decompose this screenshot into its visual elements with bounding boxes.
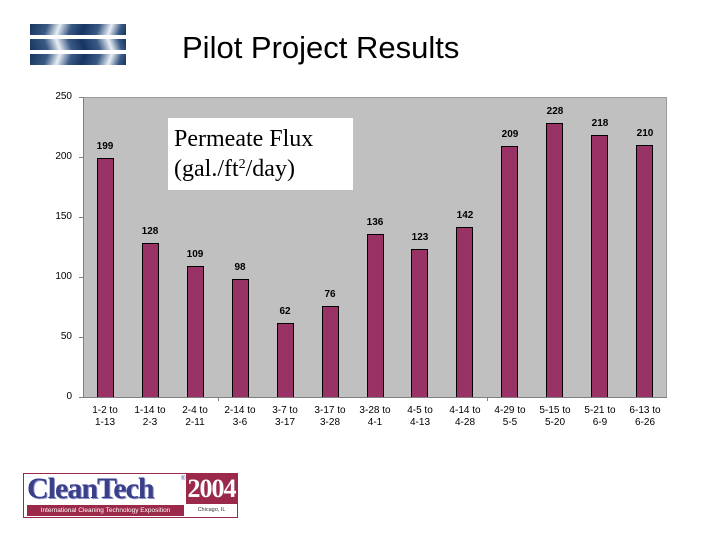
series-label-line1: Permeate Flux	[174, 126, 314, 152]
y-tick-mark	[79, 337, 83, 338]
y-tick-mark	[79, 157, 83, 158]
x-tick-label-line: 3-17	[274, 417, 295, 428]
y-tick-label: 0	[66, 391, 72, 402]
bar-value-label: 199	[96, 141, 114, 152]
registered-mark: ®	[181, 476, 186, 482]
x-tick-label-line: 5-20	[544, 417, 565, 428]
logo-stripe-top	[30, 24, 126, 35]
x-tick-label-line: 4-14 to	[449, 405, 481, 416]
x-tick-label-line: 3-7 to	[272, 405, 298, 416]
x-axis	[83, 397, 667, 398]
x-tick-label-line: 3-28	[319, 417, 340, 428]
x-tick-label-line: 1-14 to	[134, 405, 166, 416]
x-tick-label-line: 6-26	[634, 417, 655, 428]
y-tick-label: 150	[55, 211, 72, 222]
cleantech-location: Chicago, IL	[197, 507, 226, 513]
x-tick-label: 3-7 to 3-17	[262, 405, 308, 429]
cleantech-wordmark: CleanTech	[27, 472, 155, 505]
x-tick-label: 6-13 to 6-26	[622, 405, 668, 429]
x-tick-label-line: 4-13	[409, 417, 430, 428]
y-tick-mark	[79, 277, 83, 278]
x-tick-label-line: 4-1	[367, 417, 383, 428]
x-tick-label-line: 1-2 to	[92, 405, 118, 416]
x-tick-label-line: 4-5 to	[407, 405, 433, 416]
y-tick-mark	[79, 217, 83, 218]
logo-stripe-bottom	[30, 54, 126, 65]
x-tick-label-line: 4-29 to	[494, 405, 526, 416]
bar	[97, 158, 114, 397]
x-tick-label-line: 4-28	[454, 417, 475, 428]
y-tick-mark	[79, 397, 83, 398]
bar-value-label: 76	[324, 289, 336, 300]
x-tick-label-line: 6-9	[592, 417, 608, 428]
bar-value-label: 98	[234, 262, 246, 273]
bar	[142, 243, 159, 397]
bar-value-label: 228	[546, 106, 564, 117]
bar-value-label: 136	[366, 217, 384, 228]
bar-value-label: 210	[636, 128, 654, 139]
x-tick-label-line: 2-11	[185, 417, 205, 428]
y-tick-label: 50	[60, 331, 72, 342]
bar	[277, 323, 294, 397]
x-tick-label: 3-28 to 4-1	[352, 405, 398, 429]
x-tick-label-line: 2-3	[142, 417, 158, 428]
bar-value-label: 62	[279, 306, 291, 317]
y-tick-label: 100	[55, 271, 72, 282]
y-tick-mark	[79, 97, 83, 98]
x-tick-label: 4-5 to 4-13	[397, 405, 443, 429]
x-tick-label-line: 5-15 to	[539, 405, 571, 416]
x-tick-label: 5-21 to 6-9	[577, 405, 623, 429]
slide-title: Pilot Project Results	[182, 30, 460, 65]
x-tick-label: 2-4 to 2-11	[172, 405, 218, 429]
x-tick-label-line: 1-13	[94, 417, 115, 428]
x-tick-label-line: 5-21 to	[584, 405, 616, 416]
x-tick-label-line: 3-17 to	[314, 405, 346, 416]
bar-value-label: 109	[186, 249, 204, 260]
x-tick-label: 1-14 to 2-3	[127, 405, 173, 429]
x-tick-label: 2-14 to 3-6	[217, 405, 263, 429]
x-tick-label-line: 5-5	[502, 417, 518, 428]
x-tick-label-line: 6-13 to	[629, 405, 661, 416]
bar	[411, 249, 428, 397]
series-label-box: Permeate Flux (gal./ft2/day)	[168, 118, 353, 190]
x-tick-label-line: 3-6	[232, 417, 248, 428]
x-tick-label-line: 2-14 to	[224, 405, 256, 416]
bar	[546, 123, 563, 397]
y-tick-label: 250	[55, 91, 72, 102]
y-tick-label: 200	[55, 151, 72, 162]
company-logo-icon	[30, 24, 126, 66]
cleantech-year: 2004	[186, 474, 237, 504]
bar-value-label: 209	[501, 129, 519, 140]
x-tick-mark	[218, 397, 219, 401]
x-tick-label: 3-17 to 3-28	[307, 405, 353, 429]
x-tick-label-line: 2-4 to	[182, 405, 208, 416]
bar	[367, 234, 384, 397]
bar	[591, 135, 608, 397]
x-tick-label: 4-29 to 5-5	[487, 405, 533, 429]
bar	[636, 145, 653, 397]
bar-value-label: 123	[411, 232, 429, 243]
x-tick-label-line: 3-28 to	[359, 405, 391, 416]
y-axis	[83, 97, 84, 398]
cleantech-subtitle: International Cleaning Technology Exposi…	[27, 505, 184, 516]
x-tick-mark	[487, 397, 488, 401]
x-tick-label: 4-14 to 4-28	[442, 405, 488, 429]
bar	[322, 306, 339, 397]
bar-value-label: 218	[591, 118, 609, 129]
bar-value-label: 142	[456, 210, 474, 221]
bar	[501, 146, 518, 397]
cleantech-2004-logo: CleanTech ® 2004 International Cleaning …	[23, 473, 238, 518]
x-tick-label: 1-2 to 1-13	[82, 405, 128, 429]
series-label-line2: (gal./ft2/day)	[174, 156, 295, 182]
bar	[187, 266, 204, 397]
bar	[456, 227, 473, 397]
logo-stripe-middle	[30, 39, 126, 50]
x-tick-label: 5-15 to 5-20	[532, 405, 578, 429]
bar-value-label: 128	[141, 226, 159, 237]
bar	[232, 279, 249, 397]
